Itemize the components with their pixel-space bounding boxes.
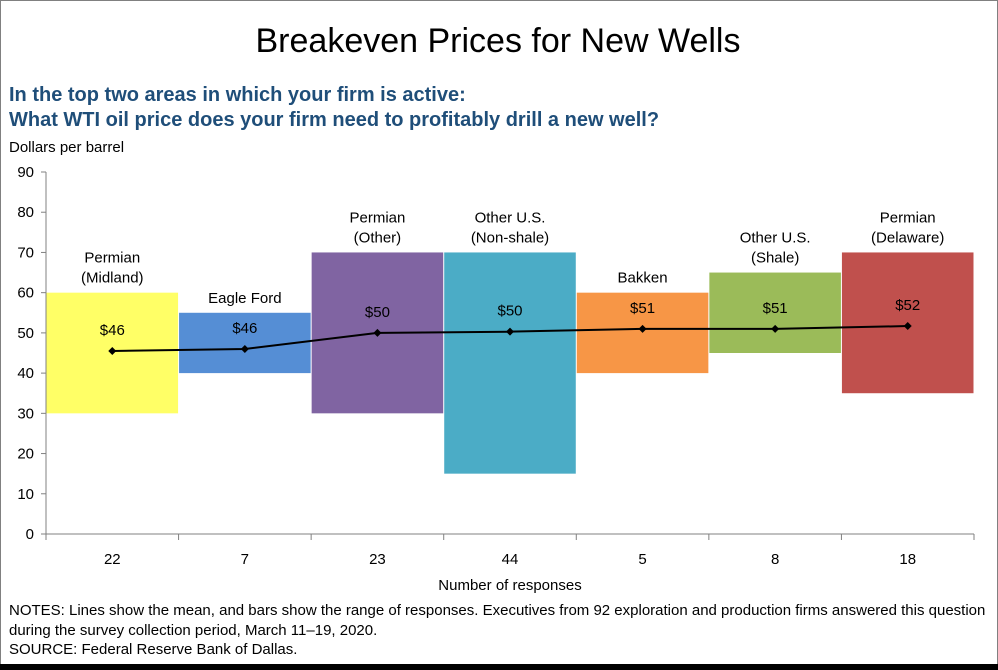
x-tick-label-0: 22 <box>104 551 121 568</box>
y-axis-label: Dollars per barrel <box>9 139 125 156</box>
x-axis-label: Number of responses <box>438 577 581 594</box>
x-tick-label-2: 23 <box>369 551 386 568</box>
region-label-0-0: Permian <box>84 250 140 267</box>
mean-marker-2 <box>373 328 382 337</box>
x-tick-label-1: 7 <box>241 551 249 568</box>
mean-marker-0 <box>108 346 117 355</box>
region-label-1-0: Eagle Ford <box>208 290 281 307</box>
x-tick-label-3: 44 <box>502 551 519 568</box>
y-tick-label-1: 10 <box>17 486 34 503</box>
range-bar-3 <box>444 252 576 474</box>
mean-data-label-4: $51 <box>630 300 655 317</box>
y-tick-label-6: 60 <box>17 285 34 302</box>
range-bar-5 <box>709 272 841 353</box>
region-label-3-1: (Non-shale) <box>471 229 549 246</box>
x-tick-label-4: 5 <box>638 551 646 568</box>
source-text: SOURCE: Federal Reserve Bank of Dallas. <box>9 641 298 658</box>
mean-data-label-1: $46 <box>232 320 257 337</box>
x-tick-label-6: 18 <box>899 551 916 568</box>
y-tick-label-4: 40 <box>17 365 34 382</box>
notes-text: NOTES: Lines show the mean, and bars sho… <box>9 602 986 639</box>
region-label-5-1: (Shale) <box>751 250 799 267</box>
region-label-2-0: Permian <box>349 209 405 226</box>
mean-marker-4 <box>638 324 647 333</box>
y-tick-label-0: 0 <box>26 526 34 543</box>
mean-data-label-5: $51 <box>763 300 788 317</box>
mean-data-label-0: $46 <box>100 322 125 339</box>
mean-marker-5 <box>771 324 780 333</box>
chart-subtitle-line-2: What WTI oil price does your firm need t… <box>9 109 660 131</box>
mean-data-label-3: $50 <box>497 303 522 320</box>
region-label-2-1: (Other) <box>354 229 402 246</box>
bottom-border <box>0 664 998 670</box>
chart-title: Breakeven Prices for New Wells <box>255 22 741 60</box>
region-label-6-1: (Delaware) <box>871 229 944 246</box>
region-label-3-0: Other U.S. <box>475 209 546 226</box>
y-tick-label-2: 20 <box>17 446 34 463</box>
y-tick-label-7: 70 <box>17 244 34 261</box>
region-label-6-0: Permian <box>880 209 936 226</box>
chart-subtitle-line-1: In the top two areas in which your firm … <box>9 84 466 106</box>
y-tick-label-3: 30 <box>17 405 34 422</box>
mean-marker-3 <box>506 327 514 336</box>
range-bar-4 <box>576 292 709 374</box>
region-label-5-0: Other U.S. <box>740 230 811 247</box>
x-tick-label-5: 8 <box>771 551 779 568</box>
y-tick-label-8: 80 <box>17 204 34 221</box>
region-label-4-0: Bakken <box>618 270 668 287</box>
mean-marker-1 <box>240 344 249 353</box>
mean-marker-6 <box>903 322 912 331</box>
y-tick-label-9: 90 <box>17 164 34 181</box>
region-label-0-1: (Midland) <box>81 270 144 287</box>
mean-data-label-2: $50 <box>365 304 390 321</box>
mean-data-label-6: $52 <box>895 297 920 314</box>
y-tick-label-5: 50 <box>17 325 34 342</box>
